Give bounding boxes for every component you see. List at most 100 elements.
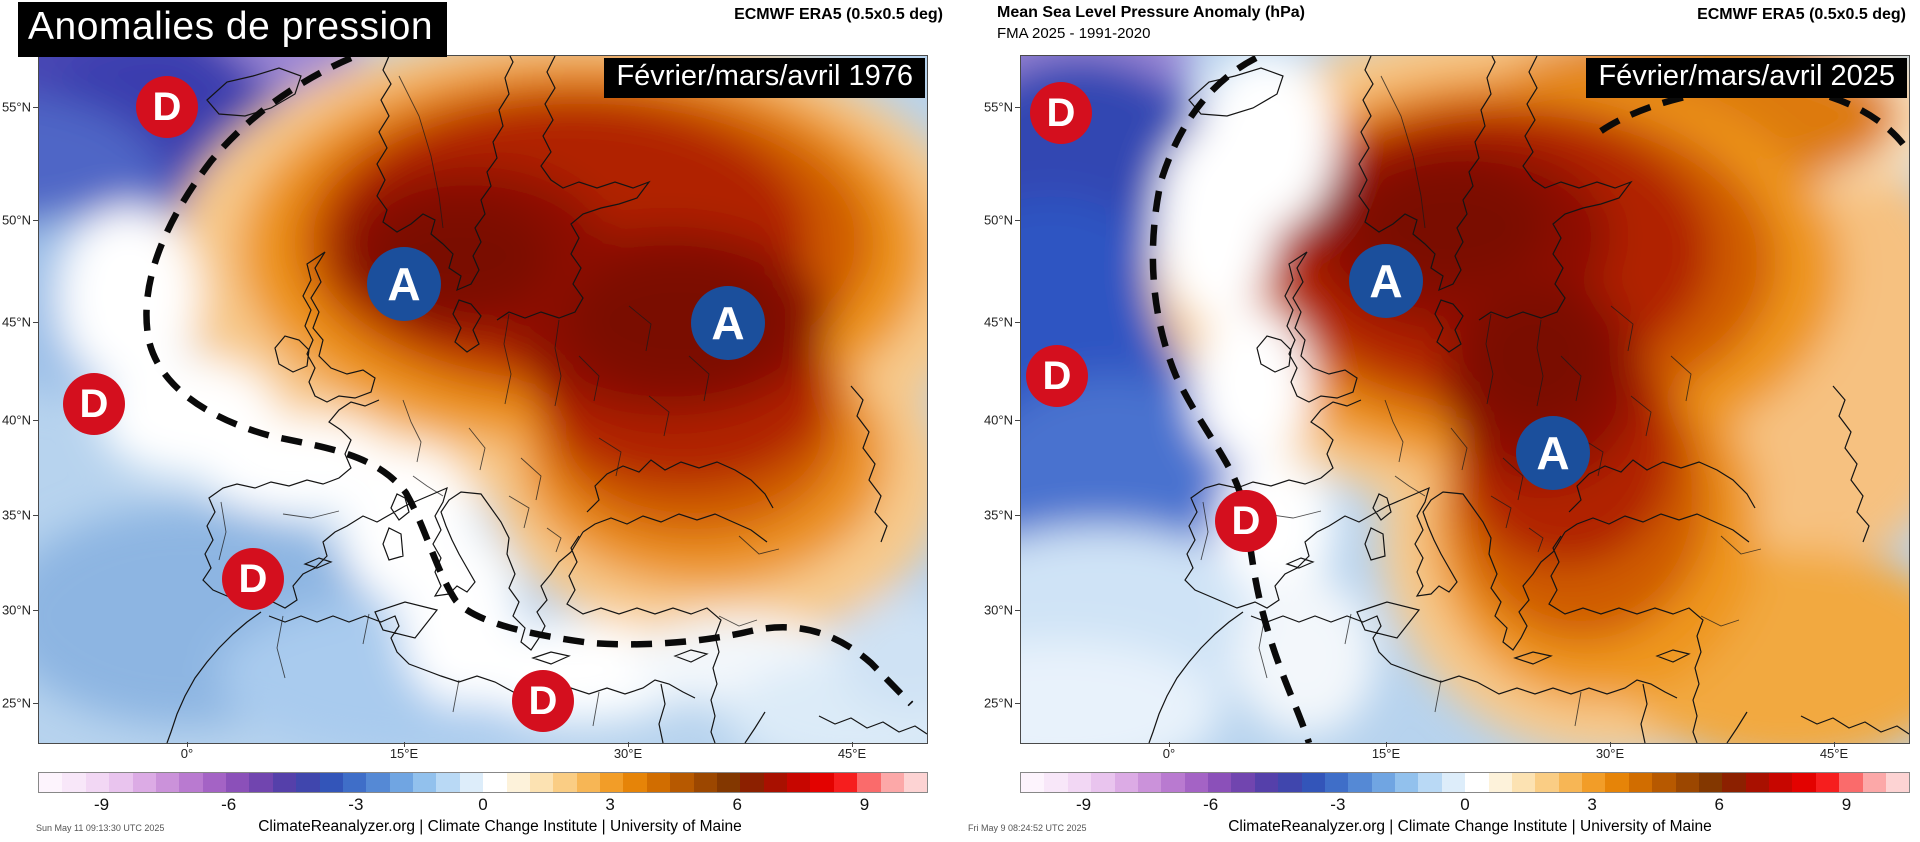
- colorbar-segment: [1628, 773, 1653, 792]
- colorbar-segment: [1885, 773, 1910, 792]
- lat-tick-label: 25°N: [1, 695, 31, 711]
- attribution-left: ClimateReanalyzer.org | Climate Change I…: [258, 818, 742, 835]
- map-right: Février/mars/avril 2025 D A D D A: [1020, 55, 1910, 744]
- colorbar-segment: [436, 773, 460, 792]
- lat-tick-mark: [33, 420, 38, 421]
- colorbar-segment: [1582, 773, 1606, 792]
- zero-anomaly-dashed-contour: [143, 56, 914, 707]
- colorbar-segment: [1044, 773, 1068, 792]
- colorbar-segment: [1558, 773, 1582, 792]
- lon-tick-label: 45°E: [837, 746, 867, 761]
- colorbar-tick-label: -3: [1330, 795, 1346, 814]
- colorbar-segment: [1254, 773, 1279, 792]
- lat-tick-label: 25°N: [983, 695, 1013, 711]
- lon-tick-label: 30°E: [613, 746, 643, 761]
- lon-tick-label: 0°: [180, 746, 194, 761]
- colorbar-segment: [600, 773, 624, 792]
- lat-tick-label: 35°N: [983, 507, 1013, 523]
- low-pressure-marker: D: [136, 76, 198, 138]
- colorbar-segment: [272, 773, 297, 792]
- colorbar-tick-label: 3: [605, 795, 615, 814]
- colorbar-segment: [1418, 773, 1442, 792]
- lat-tick-label: 30°N: [1, 602, 31, 618]
- colorbar-segment: [319, 773, 343, 792]
- low-pressure-marker: D: [1215, 490, 1277, 552]
- colorbar-tick-label: 6: [732, 795, 743, 814]
- colorbar-tick-label: 9: [859, 795, 870, 814]
- colorbar-segment: [366, 773, 390, 792]
- lat-tick-mark: [1015, 107, 1020, 108]
- colorbar-segment: [787, 773, 811, 792]
- colorbar-segment: [1137, 773, 1162, 792]
- lon-tick-label: 30°E: [1595, 746, 1625, 761]
- colorbar-tick-label: -6: [1203, 795, 1219, 814]
- colorbar-left: [38, 772, 928, 793]
- lon-tick-mark: [404, 742, 405, 747]
- lat-tick-mark: [33, 703, 38, 704]
- map-left: Février/mars/avril 1976 D A A D D D: [38, 55, 928, 744]
- colorbar-segment: [179, 773, 203, 792]
- colorbar-segment: [529, 773, 554, 792]
- colorbar-segment: [576, 773, 600, 792]
- lat-tick-mark: [1015, 515, 1020, 516]
- lon-tick-label: 15°E: [1371, 746, 1401, 761]
- colorbar-segment: [763, 773, 787, 792]
- colorbar-segment: [296, 773, 320, 792]
- colorbar-segment: [1067, 773, 1092, 792]
- anomaly-field-right: [1021, 56, 1909, 743]
- colorbar-segment: [646, 773, 671, 792]
- colorbar-segment: [155, 773, 180, 792]
- period-label-left: Février/mars/avril 1976: [604, 58, 925, 98]
- lon-tick-mark: [1386, 742, 1387, 747]
- colorbar-segment: [716, 773, 741, 792]
- colorbar-tick-label: 9: [1841, 795, 1852, 814]
- lon-tick-mark: [1169, 742, 1170, 747]
- lat-tick-label: 55°N: [983, 99, 1013, 115]
- data-source-label-right: ECMWF ERA5 (0.5x0.5 deg): [1697, 6, 1906, 23]
- colorbar-segment: [413, 773, 437, 792]
- high-pressure-marker: A: [1349, 244, 1423, 318]
- lon-tick-mark: [628, 742, 629, 747]
- colorbar-tick-label: 6: [1714, 795, 1725, 814]
- lat-tick-label: 55°N: [1, 99, 31, 115]
- low-pressure-marker: D: [1030, 82, 1092, 144]
- lat-tick-mark: [1015, 420, 1020, 421]
- colorbar-segment: [1231, 773, 1255, 792]
- lat-tick-label: 30°N: [983, 602, 1013, 618]
- lat-tick-mark: [1015, 703, 1020, 704]
- lat-tick-mark: [33, 107, 38, 108]
- colorbar-tick-label: 0: [478, 795, 488, 814]
- colorbar-segment: [623, 773, 647, 792]
- colorbar-segment: [1184, 773, 1208, 792]
- lat-tick-label: 50°N: [1, 212, 31, 228]
- colorbar-segment: [109, 773, 133, 792]
- colorbar-segment: [62, 773, 86, 792]
- colorbar-segment: [1769, 773, 1793, 792]
- colorbar-segment: [132, 773, 156, 792]
- colorbar-segment: [1535, 773, 1559, 792]
- colorbar-segment: [1839, 773, 1863, 792]
- lat-tick-mark: [33, 220, 38, 221]
- zero-anomaly-dashed-contour: [1149, 56, 1313, 743]
- colorbar-segment: [1441, 773, 1466, 792]
- high-pressure-marker: A: [691, 286, 765, 360]
- colorbar-segment: [1511, 773, 1536, 792]
- colorbar-tick-label: 3: [1587, 795, 1597, 814]
- high-pressure-marker: A: [367, 247, 441, 321]
- low-pressure-marker: D: [512, 670, 574, 732]
- colorbar-segment: [483, 773, 507, 792]
- colorbar-segment: [1324, 773, 1349, 792]
- lat-tick-label: 50°N: [983, 212, 1013, 228]
- lat-tick-mark: [33, 515, 38, 516]
- colorbar-segment: [553, 773, 577, 792]
- colorbar-tick-label: -9: [1076, 795, 1092, 814]
- colorbar-segment: [85, 773, 110, 792]
- timestamp-right: Fri May 9 08:24:52 UTC 2025: [968, 823, 1087, 833]
- colorbar-right: [1020, 772, 1910, 793]
- lon-tick-label: 15°E: [389, 746, 419, 761]
- lon-tick-mark: [852, 742, 853, 747]
- period-label-right: Février/mars/avril 2025: [1586, 58, 1907, 98]
- colorbar-segment: [880, 773, 904, 792]
- attribution-right: ClimateReanalyzer.org | Climate Change I…: [1228, 818, 1712, 835]
- colorbar-segment: [1792, 773, 1816, 792]
